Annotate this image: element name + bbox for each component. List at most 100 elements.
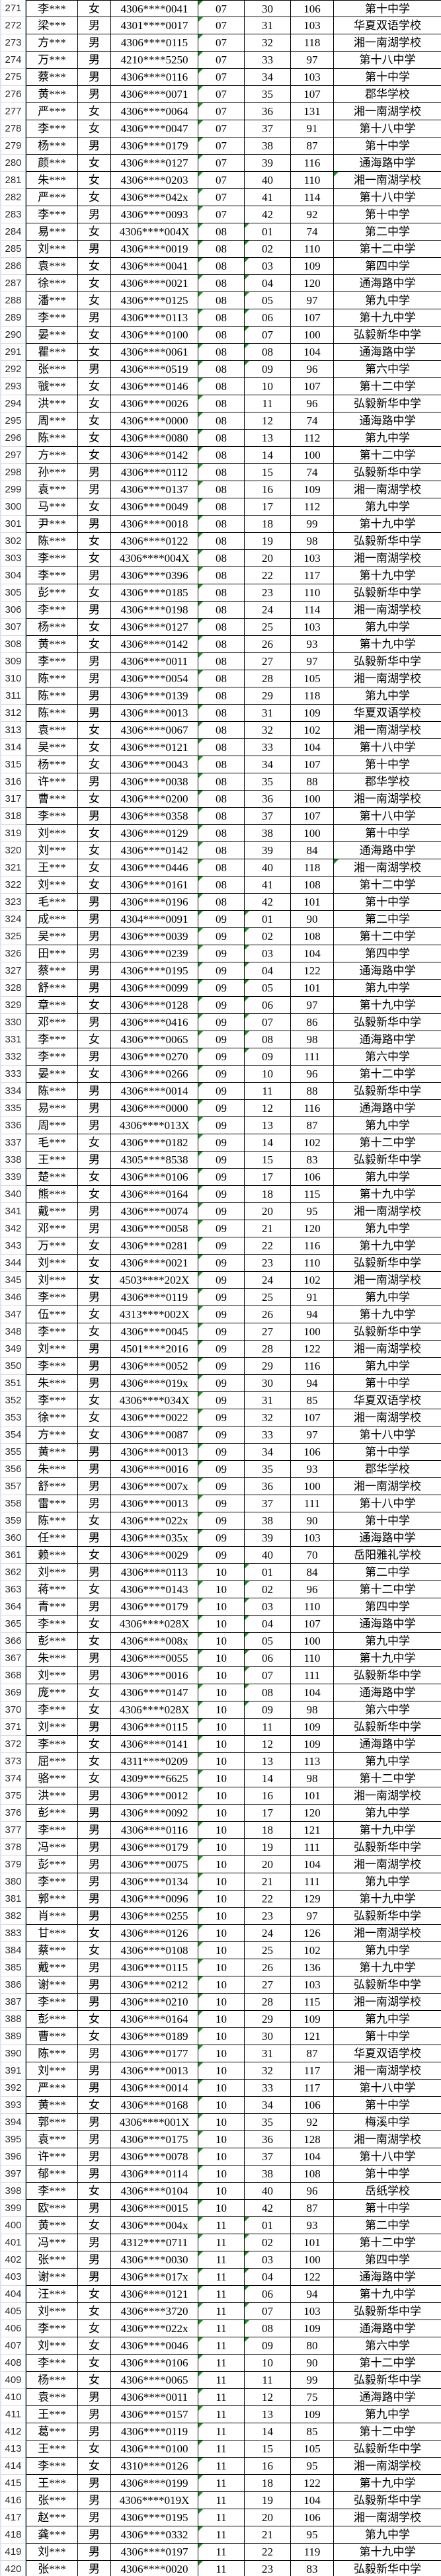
cell-name[interactable]: 屈*** bbox=[26, 1753, 78, 1770]
row-header[interactable]: 418 bbox=[0, 2526, 26, 2544]
cell-seq[interactable]: 31 bbox=[245, 2045, 291, 2062]
cell-school[interactable]: 弘毅新华中学 bbox=[334, 653, 441, 670]
cell-id[interactable]: 4306****0139 bbox=[111, 687, 198, 705]
row-header[interactable]: 303 bbox=[0, 550, 26, 567]
cell-name[interactable]: 梁*** bbox=[26, 17, 78, 34]
row-header[interactable]: 374 bbox=[0, 1770, 26, 1787]
cell-gender[interactable]: 女 bbox=[78, 2320, 111, 2337]
cell-grade[interactable]: 11 bbox=[198, 2355, 245, 2372]
row-header[interactable]: 359 bbox=[0, 1512, 26, 1530]
cell-id[interactable]: 4306****0092 bbox=[111, 1805, 198, 1822]
cell-id[interactable]: 4306****0416 bbox=[111, 1014, 198, 1031]
cell-school[interactable]: 第十八中学 bbox=[334, 52, 441, 69]
cell-score[interactable]: 87 bbox=[291, 1117, 334, 1134]
cell-score[interactable]: 111 bbox=[291, 1873, 334, 1891]
row-header[interactable]: 283 bbox=[0, 206, 26, 223]
cell-grade[interactable]: 08 bbox=[198, 275, 245, 292]
row-header[interactable]: 320 bbox=[0, 842, 26, 859]
cell-id[interactable]: 4306****0106 bbox=[111, 2355, 198, 2372]
cell-school[interactable]: 弘毅新华中学 bbox=[334, 1014, 441, 1031]
cell-id[interactable]: 4306****0038 bbox=[111, 773, 198, 791]
cell-name[interactable]: 成*** bbox=[26, 911, 78, 928]
cell-id[interactable]: 4306****034X bbox=[111, 1392, 198, 1409]
cell-gender[interactable]: 女 bbox=[78, 412, 111, 430]
cell-score[interactable]: 120 bbox=[291, 1220, 334, 1237]
cell-seq[interactable]: 19 bbox=[245, 1839, 291, 1856]
cell-school[interactable]: 湘一南湖学校 bbox=[334, 172, 441, 189]
cell-name[interactable]: 严*** bbox=[26, 189, 78, 206]
cell-school[interactable]: 第十九中学 bbox=[334, 516, 441, 533]
cell-id[interactable]: 4306****0266 bbox=[111, 1066, 198, 1083]
cell-name[interactable]: 李*** bbox=[26, 1358, 78, 1375]
cell-grade[interactable]: 08 bbox=[198, 395, 245, 412]
cell-school[interactable]: 弘毅新华中学 bbox=[334, 1083, 441, 1100]
cell-id[interactable]: 4306****0164 bbox=[111, 2011, 198, 2028]
cell-gender[interactable]: 女 bbox=[78, 2355, 111, 2372]
cell-gender[interactable]: 男 bbox=[78, 1358, 111, 1375]
cell-name[interactable]: 陈*** bbox=[26, 2045, 78, 2062]
cell-gender[interactable]: 男 bbox=[78, 2389, 111, 2406]
cell-score[interactable]: 107 bbox=[291, 1409, 334, 1426]
cell-score[interactable]: 96 bbox=[291, 395, 334, 412]
cell-school[interactable]: 湘一南湖学校 bbox=[334, 1272, 441, 1289]
cell-school[interactable]: 湘一南湖学校 bbox=[334, 2458, 441, 2475]
cell-id[interactable]: 4306****0049 bbox=[111, 498, 198, 516]
cell-score[interactable]: 98 bbox=[291, 1701, 334, 1719]
cell-seq[interactable]: 28 bbox=[245, 1341, 291, 1358]
cell-school[interactable]: 第四中学 bbox=[334, 2251, 441, 2269]
cell-score[interactable]: 109 bbox=[291, 2011, 334, 2028]
row-header[interactable]: 408 bbox=[0, 2355, 26, 2372]
cell-school[interactable]: 通海路中学 bbox=[334, 1736, 441, 1753]
cell-name[interactable]: 蔡*** bbox=[26, 69, 78, 86]
cell-score[interactable]: 108 bbox=[291, 877, 334, 894]
cell-gender[interactable]: 男 bbox=[78, 1994, 111, 2011]
cell-name[interactable]: 朱*** bbox=[26, 172, 78, 189]
cell-score[interactable]: 98 bbox=[291, 533, 334, 550]
cell-name[interactable]: 李*** bbox=[26, 1616, 78, 1633]
cell-id[interactable]: 4306****0125 bbox=[111, 292, 198, 309]
cell-seq[interactable]: 07 bbox=[245, 1014, 291, 1031]
cell-id[interactable]: 4503****202X bbox=[111, 1272, 198, 1289]
cell-gender[interactable]: 男 bbox=[78, 1598, 111, 1616]
row-header[interactable]: 361 bbox=[0, 1547, 26, 1564]
cell-grade[interactable]: 07 bbox=[198, 120, 245, 137]
cell-score[interactable]: 91 bbox=[291, 120, 334, 137]
cell-school[interactable]: 湘一南湖学校 bbox=[334, 1341, 441, 1358]
cell-score[interactable]: 90 bbox=[291, 2355, 334, 2372]
cell-gender[interactable]: 男 bbox=[78, 17, 111, 34]
cell-gender[interactable]: 男 bbox=[78, 481, 111, 498]
cell-name[interactable]: 王*** bbox=[26, 2440, 78, 2458]
cell-grade[interactable]: 08 bbox=[198, 447, 245, 464]
cell-name[interactable]: 陈*** bbox=[26, 670, 78, 687]
cell-grade[interactable]: 09 bbox=[198, 997, 245, 1014]
row-header[interactable]: 334 bbox=[0, 1083, 26, 1100]
cell-id[interactable]: 4306****0096 bbox=[111, 1891, 198, 1908]
cell-id[interactable]: 4306****0112 bbox=[111, 464, 198, 481]
cell-seq[interactable]: 23 bbox=[245, 1908, 291, 1925]
row-header[interactable]: 271 bbox=[0, 0, 26, 17]
cell-gender[interactable]: 男 bbox=[78, 516, 111, 533]
cell-seq[interactable]: 42 bbox=[245, 206, 291, 223]
cell-seq[interactable]: 08 bbox=[245, 344, 291, 361]
cell-name[interactable]: 李*** bbox=[26, 550, 78, 567]
row-header[interactable]: 308 bbox=[0, 636, 26, 653]
cell-seq[interactable]: 37 bbox=[245, 1495, 291, 1512]
cell-school[interactable]: 第十二中学 bbox=[334, 1066, 441, 1083]
cell-id[interactable]: 4306****0157 bbox=[111, 2406, 198, 2423]
cell-score[interactable]: 113 bbox=[291, 1753, 334, 1770]
cell-gender[interactable]: 男 bbox=[78, 962, 111, 980]
row-header[interactable]: 399 bbox=[0, 2200, 26, 2217]
cell-grade[interactable]: 10 bbox=[198, 2062, 245, 2080]
cell-gender[interactable]: 男 bbox=[78, 1891, 111, 1908]
cell-grade[interactable]: 10 bbox=[198, 1684, 245, 1701]
cell-gender[interactable]: 女 bbox=[78, 0, 111, 17]
cell-school[interactable]: 第九中学 bbox=[334, 619, 441, 636]
cell-school[interactable]: 第十中学 bbox=[334, 1512, 441, 1530]
row-header[interactable]: 329 bbox=[0, 997, 26, 1014]
cell-id[interactable]: 4306****001X bbox=[111, 2114, 198, 2131]
cell-seq[interactable]: 41 bbox=[245, 189, 291, 206]
cell-seq[interactable]: 42 bbox=[245, 2200, 291, 2217]
cell-grade[interactable]: 08 bbox=[198, 567, 245, 584]
cell-seq[interactable]: 15 bbox=[245, 2440, 291, 2458]
cell-score[interactable]: 107 bbox=[291, 756, 334, 773]
